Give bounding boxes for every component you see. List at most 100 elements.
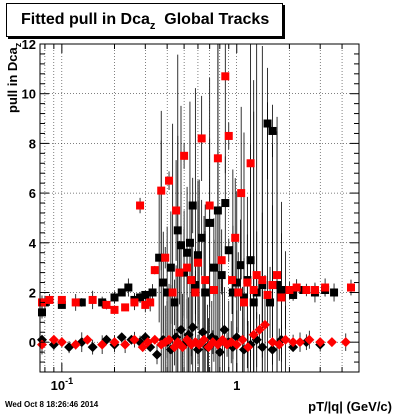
y-tick-label: 2: [29, 285, 36, 300]
data-point-square: [193, 251, 202, 260]
data-point-square: [136, 201, 145, 210]
data-point-square: [201, 276, 210, 285]
data-point-square: [166, 263, 175, 272]
data-point-diamond: [70, 339, 81, 350]
data-point-diamond: [243, 342, 254, 353]
data-point-square: [224, 131, 233, 140]
data-point-diamond: [304, 334, 315, 345]
data-point-diamond: [137, 342, 148, 353]
data-point-square: [191, 281, 200, 290]
data-point-square: [71, 298, 80, 307]
data-point-diamond: [340, 337, 351, 348]
data-point-square: [57, 300, 66, 309]
data-point-square: [180, 151, 189, 160]
data-point-square: [234, 288, 243, 297]
data-point-square: [217, 256, 226, 265]
data-point-diamond: [254, 324, 265, 335]
y-tick-label: 10: [22, 87, 36, 102]
data-point-square: [187, 276, 196, 285]
data-point-diamond: [87, 342, 98, 353]
data-point-square: [168, 288, 177, 297]
data-point-square: [180, 268, 189, 277]
data-point-diamond: [152, 349, 163, 360]
data-point-diamond: [219, 324, 230, 335]
y-axis-label: pull in Dcaz: [5, 42, 23, 113]
data-point-square: [239, 298, 248, 307]
data-point-square: [188, 201, 197, 210]
data-point-square: [266, 298, 275, 307]
data-point-square: [185, 238, 194, 247]
data-point-diamond: [116, 332, 127, 343]
data-point-square: [213, 154, 222, 163]
data-point-square: [258, 281, 267, 290]
data-point-square: [273, 271, 282, 280]
data-point-square: [170, 298, 179, 307]
data-point-square: [346, 283, 355, 292]
data-point-diamond: [326, 337, 337, 348]
data-point-square: [163, 288, 172, 297]
chart-title-box: Fitted pull in Dcaz Global Tracks: [6, 3, 283, 37]
data-point-square: [310, 286, 319, 294]
data-point-square: [263, 290, 272, 299]
data-point-square: [45, 295, 54, 304]
data-point-square: [175, 268, 184, 277]
data-point-square: [77, 298, 86, 307]
data-series: [36, 72, 355, 360]
data-point-diamond: [149, 334, 160, 345]
data-point-square: [277, 288, 286, 297]
data-point-square: [268, 126, 277, 135]
data-point-square: [150, 266, 159, 275]
data-point-diamond: [237, 334, 248, 345]
data-point-diamond: [129, 334, 140, 345]
x-tick-label: 1: [233, 378, 240, 393]
data-point-square: [159, 278, 168, 287]
data-point-diamond: [187, 322, 198, 333]
data-point-square: [224, 246, 233, 255]
data-point-square: [110, 305, 119, 314]
data-point-square: [98, 298, 107, 307]
data-point-square: [221, 72, 230, 81]
data-point-square: [205, 201, 214, 210]
data-point-square: [268, 281, 277, 290]
data-point-square: [289, 290, 298, 299]
data-point-diamond: [280, 334, 291, 345]
data-point-square: [292, 283, 301, 292]
data-point-square: [121, 303, 130, 312]
axis-ticks: 0 2 4 6 8 10 12 10-1 1: [22, 37, 360, 393]
data-point-square: [273, 281, 282, 290]
data-point-diamond: [56, 337, 67, 348]
data-point-square: [102, 300, 111, 309]
data-point-square: [201, 288, 210, 297]
data-point-square: [277, 293, 286, 302]
data-point-square: [197, 233, 206, 242]
data-point-diamond: [259, 319, 270, 330]
data-point-square: [193, 258, 202, 267]
data-point-square: [197, 134, 206, 143]
data-point-diamond: [164, 334, 175, 345]
data-point-square: [258, 276, 267, 285]
data-point-square: [165, 176, 174, 185]
data-point-square: [246, 159, 255, 168]
chart-title-subscript: z: [149, 20, 156, 32]
y-tick-label: 12: [22, 37, 36, 52]
data-point-square: [249, 286, 258, 294]
data-point-square: [130, 298, 139, 307]
data-point-diamond: [274, 339, 285, 350]
data-point-square: [177, 241, 186, 250]
data-point-square: [157, 186, 166, 195]
y-tick-label: 8: [29, 136, 36, 151]
data-point-square: [243, 278, 252, 287]
y-tick-label: 0: [29, 335, 36, 350]
data-point-square: [263, 119, 272, 128]
data-point-square: [141, 300, 150, 309]
x-tick-label: 10-1: [51, 376, 73, 393]
data-point-square: [209, 263, 218, 272]
y-tick-label: 4: [29, 236, 37, 251]
data-point-diamond: [295, 337, 306, 348]
data-point-square: [110, 293, 119, 302]
data-point-square: [183, 248, 192, 257]
data-point-square: [330, 288, 339, 297]
data-point-diamond: [214, 347, 225, 358]
data-point-square: [141, 290, 150, 299]
